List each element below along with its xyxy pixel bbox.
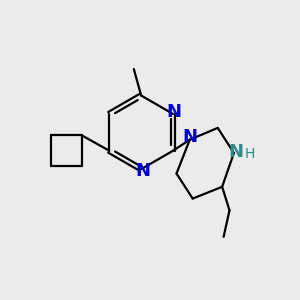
Text: H: H [245,147,255,161]
Text: N: N [135,162,150,180]
Text: N: N [182,128,197,146]
Text: N: N [229,143,244,161]
Text: N: N [167,103,182,122]
